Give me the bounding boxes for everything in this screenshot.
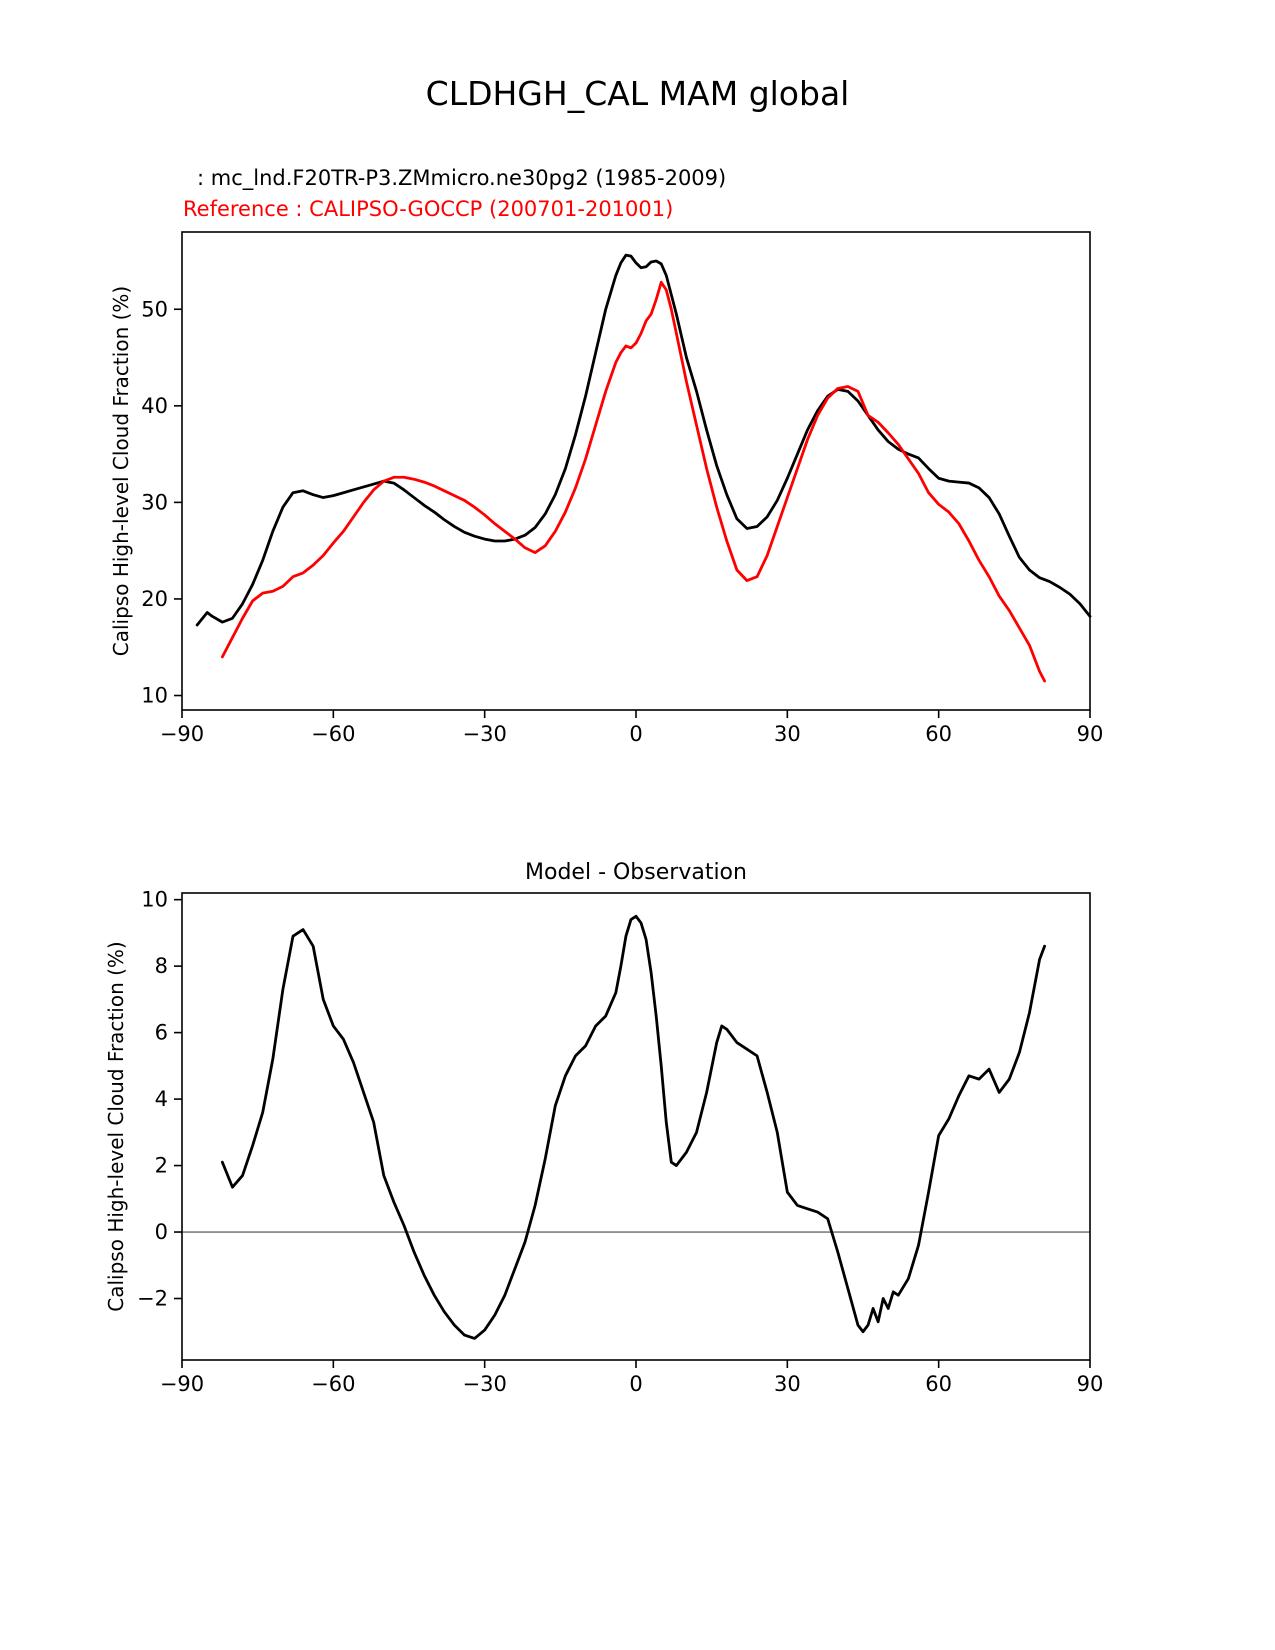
y-tick-label: 30 xyxy=(141,490,168,514)
y-tick-label: 6 xyxy=(155,1021,168,1045)
x-tick-label: −30 xyxy=(463,722,507,746)
x-tick-label: 30 xyxy=(774,1372,801,1396)
y-tick-label: −2 xyxy=(137,1287,168,1311)
y-axis-label: Calipso High-level Cloud Fraction (%) xyxy=(104,941,128,1311)
x-tick-label: −60 xyxy=(311,1372,355,1396)
y-tick-label: 10 xyxy=(141,888,168,912)
y-tick-label: 0 xyxy=(155,1220,168,1244)
model-line xyxy=(195,253,1092,627)
x-tick-label: −90 xyxy=(160,1372,204,1396)
x-tick-label: −60 xyxy=(311,722,355,746)
figure-title: CLDHGH_CAL MAM global xyxy=(425,74,850,113)
reference-subtitle: Reference : CALIPSO-GOCCP (200701-201001… xyxy=(183,197,674,221)
plot-frame xyxy=(181,892,1091,1361)
y-tick-label: 8 xyxy=(155,954,168,978)
x-tick-label: −90 xyxy=(160,722,204,746)
y-tick-label: 50 xyxy=(141,297,168,321)
difference-line xyxy=(220,914,1046,1340)
x-tick-label: 60 xyxy=(925,1372,952,1396)
chart-title: Model - Observation xyxy=(525,860,747,885)
x-tick-label: 0 xyxy=(629,722,642,746)
y-tick-label: 4 xyxy=(155,1087,168,1111)
x-tick-label: 90 xyxy=(1077,722,1104,746)
x-tick-label: 60 xyxy=(925,722,952,746)
figure-subtitles: : mc_lnd.F20TR-P3.ZMmicro.ne30pg2 (1985-… xyxy=(183,163,726,225)
model-subtitle: : mc_lnd.F20TR-P3.ZMmicro.ne30pg2 (1985-… xyxy=(197,166,727,190)
x-tick-label: 0 xyxy=(629,1372,642,1396)
x-tick-label: 90 xyxy=(1077,1372,1104,1396)
reference-line xyxy=(220,280,1046,683)
x-tick-label: 30 xyxy=(774,722,801,746)
y-tick-label: 20 xyxy=(141,587,168,611)
y-tick-label: 2 xyxy=(155,1154,168,1178)
y-tick-label: 40 xyxy=(141,394,168,418)
x-tick-label: −30 xyxy=(463,1372,507,1396)
y-axis-label: Calipso High-level Cloud Fraction (%) xyxy=(109,286,133,656)
plot-frame xyxy=(181,231,1091,711)
y-tick-label: 10 xyxy=(141,684,168,708)
